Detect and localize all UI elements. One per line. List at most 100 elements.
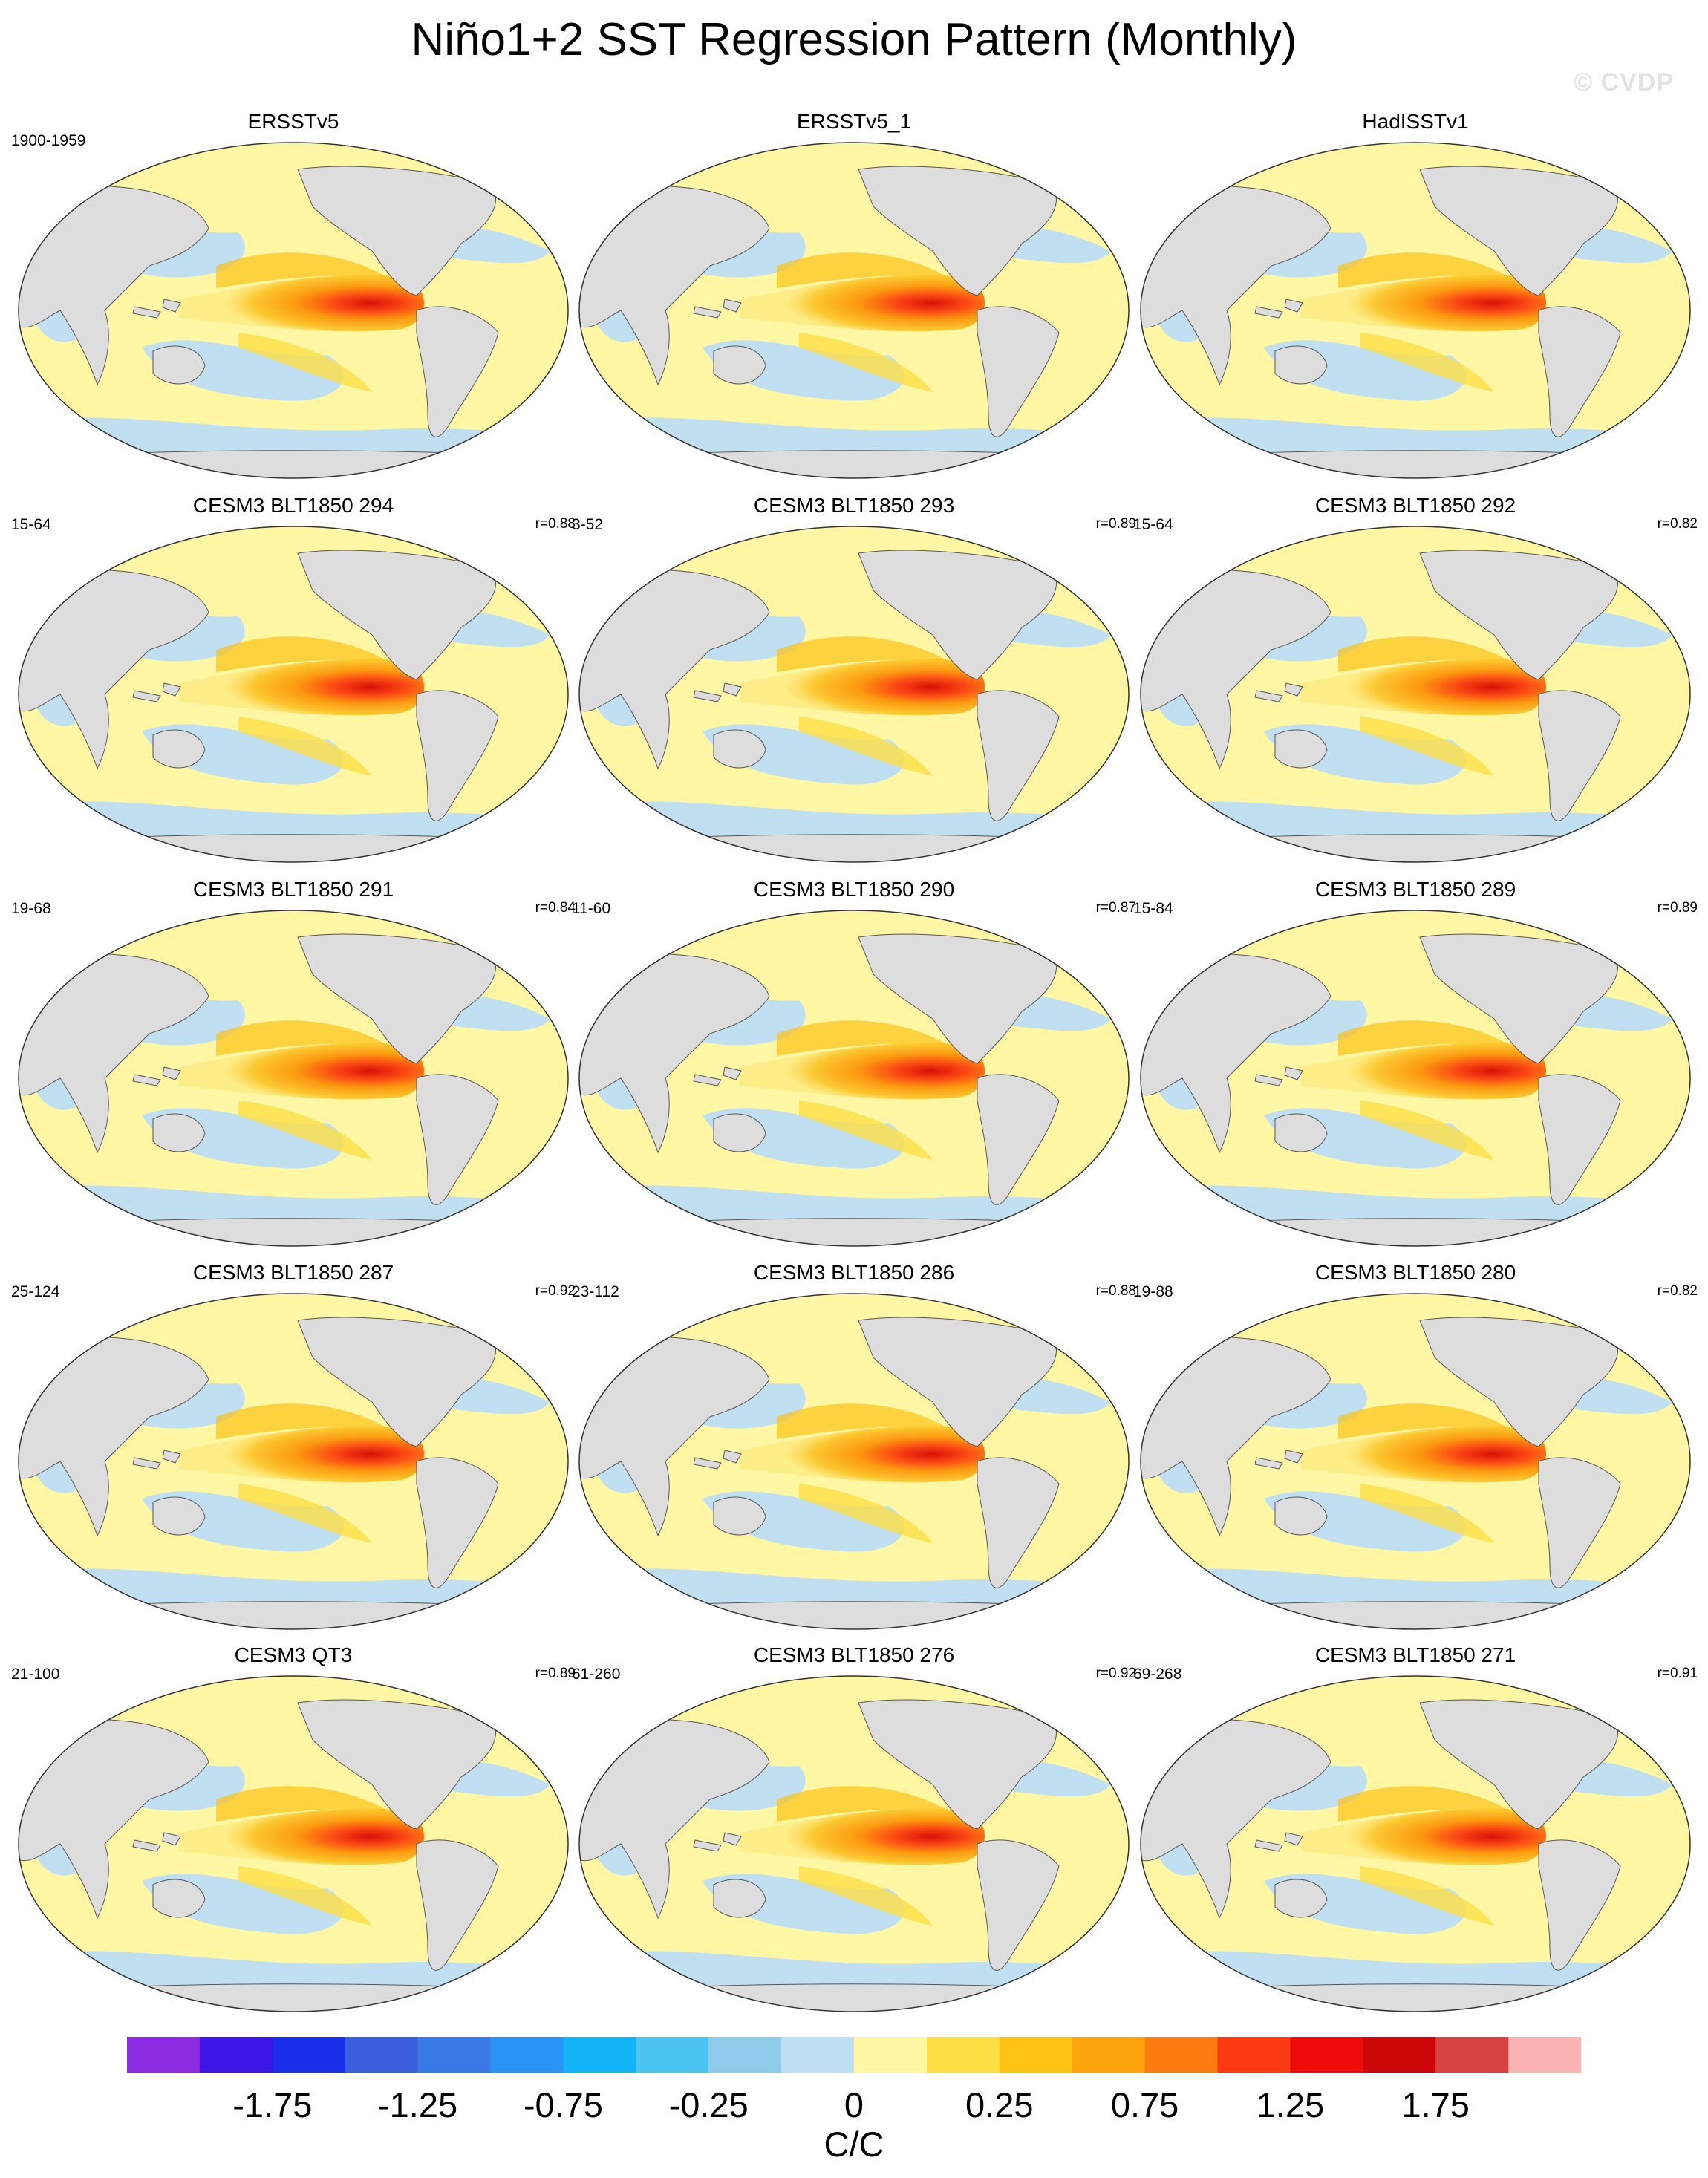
panel-pattern-correlation: r=0.91 — [1657, 1666, 1698, 1681]
panel-year-range: 19-68 — [11, 900, 51, 917]
colorbar-tick-label: 1.75 — [1401, 2085, 1470, 2125]
panel-year-range: 1900-1959 — [11, 132, 86, 149]
panel-year-range: 15-64 — [11, 516, 51, 533]
map-panel: CESM3 BLT1850 291 19-68 r=0.84 — [11, 878, 576, 1249]
panel-pattern-correlation: r=0.88 — [1095, 1283, 1136, 1299]
panel-year-range: 25-124 — [11, 1283, 60, 1300]
sst-regression-map — [16, 140, 571, 485]
colorbar-swatch — [127, 2037, 201, 2073]
map-panel: CESM3 QT3 21-100 r=0.89 — [11, 1643, 576, 2015]
sst-regression-map — [1138, 1673, 1693, 2018]
map-panel: CESM3 BLT1850 290 11-60 r=0.87 — [572, 878, 1136, 1249]
colorbar-swatch — [490, 2037, 564, 2073]
sst-regression-map — [576, 524, 1132, 869]
panel-title: CESM3 BLT1850 293 — [753, 494, 955, 517]
colorbar-swatch — [781, 2037, 855, 2073]
sst-regression-map — [576, 907, 1132, 1253]
panel-pattern-correlation: r=0.89 — [1095, 516, 1136, 532]
panel-year-range: 3-52 — [572, 516, 604, 533]
panel-pattern-correlation: r=0.92 — [535, 1283, 576, 1299]
cvdp-watermark: © CVDP — [1574, 68, 1674, 97]
colorbar-tick-label: -0.75 — [523, 2085, 603, 2125]
panel-pattern-correlation: r=0.82 — [1657, 516, 1698, 532]
colorbar-swatch — [854, 2037, 928, 2073]
colorbar-tick-label: -0.25 — [668, 2085, 749, 2125]
sst-regression-map — [16, 907, 571, 1253]
panel-year-range: 11-60 — [572, 900, 611, 917]
map-panel: HadISSTv1 — [1133, 110, 1698, 481]
colorbar-swatch — [1217, 2037, 1291, 2073]
colorbar-tick-label: 0.75 — [1110, 2085, 1179, 2125]
colorbar-swatch — [708, 2037, 782, 2073]
panel-pattern-correlation: r=0.89 — [1657, 900, 1698, 916]
panel-year-range: 61-260 — [572, 1666, 621, 1683]
colorbar-tick-label: 1.25 — [1256, 2085, 1325, 2125]
panel-year-range: 69-268 — [1133, 1666, 1182, 1683]
colorbar-swatch — [272, 2037, 346, 2073]
colorbar-swatch — [1290, 2037, 1363, 2073]
sst-regression-map — [576, 1673, 1132, 2018]
sst-regression-map — [576, 1291, 1132, 1636]
colorbar-tick-label: 0.25 — [965, 2085, 1034, 2125]
colorbar-swatch — [199, 2037, 273, 2073]
panel-title: CESM3 BLT1850 289 — [1314, 878, 1516, 901]
map-panel: CESM3 BLT1850 271 69-268 r=0.91 — [1133, 1643, 1698, 2015]
panel-title: CESM3 BLT1850 276 — [753, 1643, 955, 1666]
map-panel: CESM3 BLT1850 292 15-64 r=0.82 — [1133, 494, 1698, 865]
panel-title: CESM3 BLT1850 292 — [1314, 494, 1516, 517]
panel-year-range: 15-84 — [1133, 900, 1173, 917]
colorbar-units: C/C — [824, 2125, 884, 2164]
map-panel: CESM3 BLT1850 280 19-88 r=0.82 — [1133, 1261, 1698, 1632]
colorbar-swatch — [1144, 2037, 1218, 2073]
panel-year-range: 19-88 — [1133, 1283, 1173, 1300]
panel-pattern-correlation: r=0.84 — [535, 900, 576, 916]
sst-regression-map — [576, 140, 1132, 485]
map-panel: CESM3 BLT1850 293 3-52 r=0.89 — [572, 494, 1136, 865]
map-panel: CESM3 BLT1850 286 23-112 r=0.88 — [572, 1261, 1136, 1632]
panel-pattern-correlation: r=0.82 — [1657, 1283, 1698, 1299]
sst-regression-map — [16, 1291, 571, 1636]
colorbar-swatch — [417, 2037, 491, 2073]
panel-title: CESM3 BLT1850 287 — [192, 1261, 394, 1284]
map-panel: ERSSTv5_1 — [572, 110, 1136, 481]
panel-pattern-correlation: r=0.92 — [1095, 1666, 1136, 1681]
panel-title: HadISSTv1 — [1362, 110, 1469, 133]
colorbar-swatch — [345, 2037, 419, 2073]
panel-pattern-correlation: r=0.88 — [535, 516, 576, 532]
colorbar-swatch — [1363, 2037, 1436, 2073]
colorbar-tick-label: -1.75 — [232, 2085, 313, 2125]
colorbar-swatch — [1435, 2037, 1509, 2073]
panel-title: CESM3 BLT1850 271 — [1314, 1643, 1516, 1666]
panel-title: ERSSTv5 — [247, 110, 339, 133]
sst-regression-map — [1138, 1291, 1693, 1636]
panel-title: ERSSTv5_1 — [796, 110, 912, 133]
map-panel: CESM3 BLT1850 289 15-84 r=0.89 — [1133, 878, 1698, 1249]
panel-year-range: 21-100 — [11, 1666, 60, 1683]
panel-title: CESM3 BLT1850 290 — [753, 878, 955, 901]
sst-regression-map — [16, 524, 571, 869]
colorbar-swatch — [926, 2037, 1000, 2073]
panel-title: CESM3 QT3 — [234, 1643, 353, 1666]
colorbar-swatch — [636, 2037, 709, 2073]
colorbar-tick-label: -1.25 — [378, 2085, 458, 2125]
panel-pattern-correlation: r=0.89 — [535, 1666, 576, 1681]
panel-title: CESM3 BLT1850 280 — [1314, 1261, 1516, 1284]
sst-regression-map — [16, 1673, 571, 2018]
figure-title: Niño1+2 SST Regression Pattern (Monthly) — [411, 14, 1297, 65]
panel-year-range: 15-64 — [1133, 516, 1173, 533]
map-panel: CESM3 BLT1850 276 61-260 r=0.92 — [572, 1643, 1136, 2015]
panel-pattern-correlation: r=0.87 — [1095, 900, 1136, 916]
colorbar — [127, 2037, 1581, 2073]
panel-title: CESM3 BLT1850 286 — [753, 1261, 955, 1284]
colorbar-tick-label: 0 — [844, 2085, 864, 2125]
panel-title: CESM3 BLT1850 294 — [192, 494, 394, 517]
sst-regression-map — [1138, 140, 1693, 485]
map-panel: ERSSTv5 1900-1959 — [11, 110, 576, 481]
colorbar-swatch — [1508, 2037, 1581, 2073]
colorbar-swatch — [563, 2037, 636, 2073]
panel-year-range: 23-112 — [572, 1283, 619, 1300]
colorbar-swatch — [1072, 2037, 1146, 2073]
colorbar-swatch — [999, 2037, 1073, 2073]
sst-regression-map — [1138, 524, 1693, 869]
map-panel: CESM3 BLT1850 294 15-64 r=0.88 — [11, 494, 576, 865]
